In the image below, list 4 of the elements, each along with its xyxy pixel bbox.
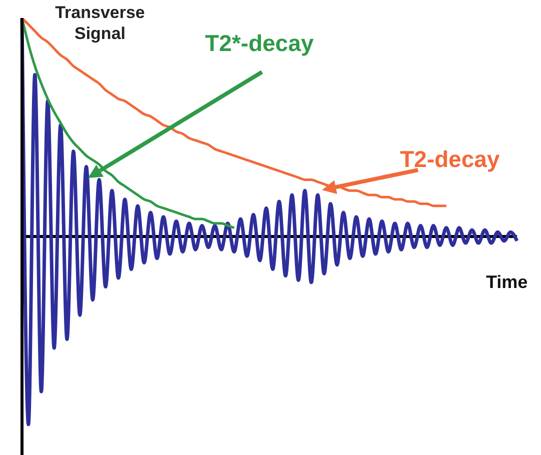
y-axis-title: Transverse Signal <box>54 2 146 44</box>
x-axis-title: Time <box>486 272 528 293</box>
series-label: T2-decay <box>400 146 500 173</box>
text: T2*-decay <box>205 30 314 57</box>
